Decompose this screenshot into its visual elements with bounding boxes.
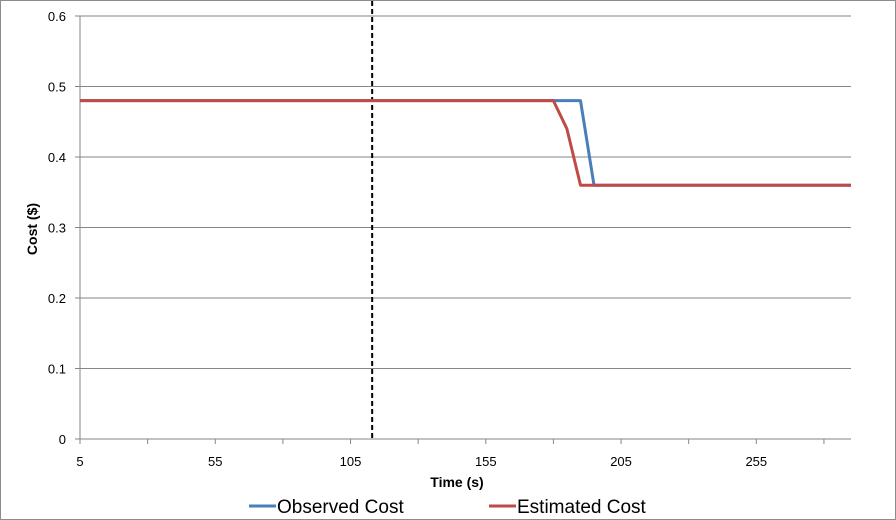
x-tick-label: 255	[745, 454, 767, 469]
axes	[75, 15, 851, 444]
y-tick-label: 0.3	[48, 221, 66, 236]
x-tick-labels: 5 55 105 155 205 255	[76, 454, 767, 469]
x-axis-title: Time (s)	[430, 474, 483, 490]
series-line-estimated-cost	[80, 99, 851, 187]
x-tick-label: 205	[610, 454, 632, 469]
series-line-observed-cost	[80, 99, 851, 187]
y-tick-label: 0.5	[48, 80, 66, 95]
legend-label: Estimated Cost	[517, 497, 647, 518]
x-tick-label: 55	[208, 454, 222, 469]
y-tick-labels: 0 0.1 0.2 0.3 0.4 0.5 0.6	[48, 9, 66, 447]
y-tick-label: 0	[59, 432, 66, 447]
series-lines	[80, 99, 851, 187]
y-tick-label: 0.6	[48, 9, 66, 24]
y-tick-label: 0.1	[48, 362, 66, 377]
x-tick-label: 155	[475, 454, 497, 469]
y-tick-label: 0.2	[48, 291, 66, 306]
y-axis-title: Cost ($)	[24, 203, 40, 255]
y-tick-label: 0.4	[48, 150, 66, 165]
gridlines	[80, 15, 851, 440]
legend: Observed Cost Estimated Cost	[249, 497, 647, 518]
legend-label: Observed Cost	[277, 497, 404, 518]
x-tick-label: 105	[340, 454, 362, 469]
x-tick-label: 5	[76, 454, 83, 469]
